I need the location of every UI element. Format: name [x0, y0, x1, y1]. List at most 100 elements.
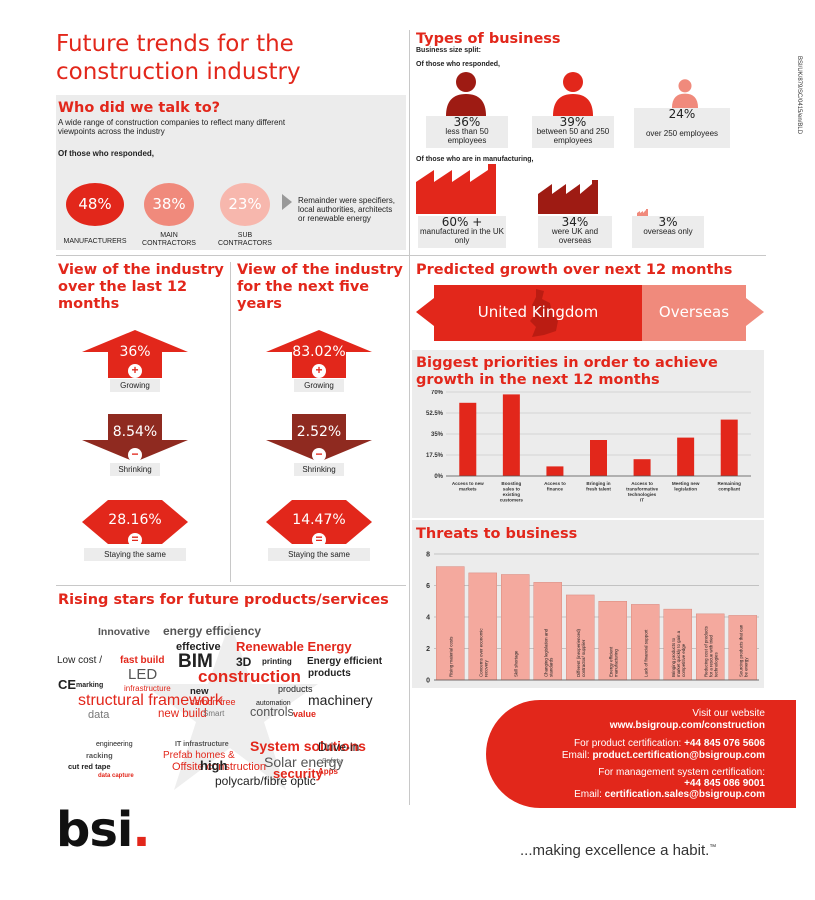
contact-mgmt-phone: +44 845 086 9001 [684, 778, 765, 789]
view-past-heading: View of the industry over the last 12 mo… [58, 262, 224, 312]
circle-sub-contractors-pct: 23% [228, 195, 262, 213]
page-title: Future trends for the construction indus… [56, 30, 301, 86]
threats-bar [663, 608, 692, 681]
threats-xlabel: Changing legislation andstandards [543, 628, 553, 677]
mfg-both-label: were UK and overseas [551, 227, 599, 245]
threats-chart: 0 2 4 6 8 Rising material costs Concerns over … [426, 552, 759, 685]
threats-xlabel: Rising material costs [448, 636, 453, 677]
threats-bar [566, 594, 595, 681]
threats-ytick: 4 [426, 615, 430, 622]
growth-heading: Predicted growth over next 12 months [416, 262, 733, 278]
word-cloud-term: Drive-in [318, 740, 360, 754]
priorities-chart: 0% 17.5% 35% 52.5% 70% Access to new markets Bo… [426, 390, 751, 503]
growth-uk-bar: United Kingdom [434, 285, 642, 341]
threats-bar [501, 574, 530, 681]
person-icon-large-business [670, 78, 700, 113]
factory-icon-uk-overseas [538, 180, 604, 219]
threats-ytick: 6 [426, 583, 430, 590]
threats-xlabel: Skill shortage [513, 650, 518, 677]
priorities-xlabel: Meeting new legislation [672, 481, 700, 492]
threats-xlabel: Bringing products tomarket quickly to ga… [671, 630, 686, 677]
word-cloud-term: Low cost / [57, 655, 103, 666]
priorities-ytick: 0% [434, 474, 443, 480]
priorities-ytick: 70% [431, 390, 444, 396]
circle-manufacturers: 48% [66, 183, 124, 226]
word-cloud-term: 3D [236, 655, 252, 669]
word-cloud-term: printing [262, 657, 292, 666]
who-heading: Who did we talk to? [58, 100, 221, 116]
who-description: A wide range of construction companies t… [58, 118, 286, 136]
threats-bar [533, 582, 562, 681]
past-shrinking-arrow [82, 414, 188, 467]
growth-overseas-label: Overseas [658, 303, 730, 321]
contact-product: For product certification: +44 845 076 5… [574, 738, 765, 750]
contact-product-label: For product certification: [574, 738, 682, 749]
word-cloud-term: products [308, 668, 351, 679]
future-same-label: Staying the same [268, 548, 370, 561]
contact-product-phone: +44 845 076 5606 [684, 738, 765, 749]
size-large-pct: 24% [668, 107, 696, 121]
mfg-uk-pct: 60% + [441, 215, 483, 229]
priorities-ytick: 17.5% [426, 453, 444, 459]
size-medium-label: between 50 and 250 employees [536, 127, 610, 145]
threats-xlabel: Sourcing products that canbe energy [738, 624, 748, 677]
threats-xlabel: Lack of financial support [643, 629, 648, 677]
future-shrinking-sign-icon: − [312, 448, 326, 462]
title-line-2: construction industry [56, 59, 301, 85]
size-medium-pct: 39% [559, 115, 587, 129]
threats-bar [728, 615, 757, 681]
word-cloud-term: data capture [98, 773, 134, 779]
past-same-value: 28.16% [108, 512, 162, 528]
threats-ytick: 8 [426, 552, 430, 559]
past-shrinking-sign-icon: − [128, 448, 142, 462]
contact-website-link[interactable]: www.bsigroup.com/construction [609, 720, 765, 731]
word-cloud-term: controls [250, 705, 294, 719]
word-cloud-term: construction [198, 667, 301, 686]
mfg-overseas-label: overseas only [643, 227, 693, 236]
mfg-both-box: 34% were UK and overseas [538, 216, 612, 248]
priorities-bar [590, 440, 607, 476]
contact-mgmt-email-link[interactable]: certification.sales@bsigroup.com [604, 789, 765, 800]
word-cloud-term: new [190, 686, 209, 697]
future-shrinking-arrow [266, 414, 372, 467]
contact-visit: Visit our website [692, 708, 765, 719]
threats-bar [631, 604, 660, 681]
future-same-value: 14.47% [292, 512, 346, 528]
contact-panel [486, 700, 796, 808]
tagline: ...making excellence a habit.™ [520, 842, 716, 859]
priorities-xlabel: Access to finance [544, 481, 566, 492]
threats-bar [696, 613, 725, 681]
word-cloud-term: Innovative [98, 626, 150, 638]
size-split-label: Business size split: [416, 47, 481, 54]
future-shrinking-value: 2.52% [296, 424, 342, 440]
mfg-both-pct: 34% [561, 215, 589, 229]
growth-arrow-left-icon [416, 298, 434, 326]
word-cloud-term: security [273, 766, 323, 781]
priorities-xlabel: Access to new markets [452, 481, 484, 492]
mfg-overseas-box: 3% overseas only [632, 216, 704, 248]
growth-arrow-right-icon [746, 298, 764, 326]
word-cloud-term: Smart [203, 709, 225, 718]
priorities-xlabel: Remaining compliant [717, 481, 741, 492]
priorities-bar [720, 419, 738, 476]
circle-main-contractors-pct: 38% [152, 195, 186, 213]
word-cloud-term: marking [76, 682, 104, 689]
word-cloud-term: energy efficiency [163, 624, 262, 638]
past-growing-sign-icon: + [128, 364, 142, 378]
word-cloud-term: machinery [308, 692, 373, 708]
future-growing-sign-icon: + [312, 364, 326, 378]
uk-map-icon [530, 289, 558, 337]
word-cloud: Innovative energy efficiency effective Rene… [0, 0, 410, 800]
threats-ytick: 2 [426, 646, 430, 653]
threats-xlabel: Reducing cost of productsfor a rescue wi… [703, 625, 718, 677]
word-cloud-term: high [200, 758, 228, 773]
contact-product-email-link[interactable]: product.certification@bsigroup.com [592, 750, 765, 761]
who-responded: Of those who responded, [58, 149, 155, 158]
priorities-bar [459, 402, 477, 476]
threats-ytick: 0 [426, 678, 430, 685]
contact-product-email-label: Email: [561, 750, 590, 761]
word-cloud-term: System solutions [250, 738, 366, 754]
word-cloud-term: Apps [318, 767, 338, 776]
priorities-bar [546, 466, 564, 476]
mfg-uk-box: 60% + manufactured in the UK only [418, 216, 506, 248]
